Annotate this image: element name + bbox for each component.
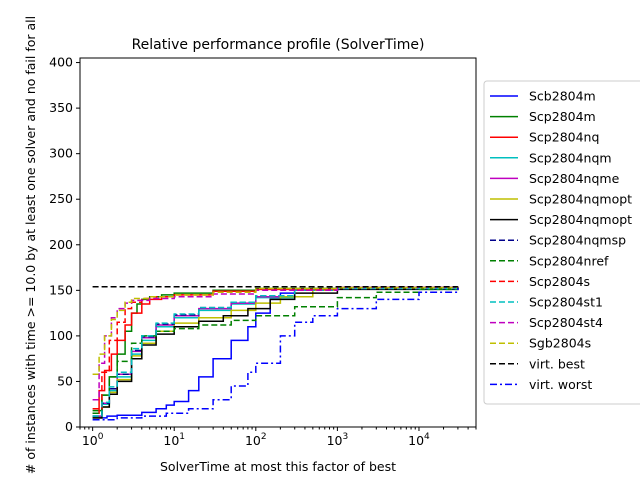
x-tick-label-0: 100 [82, 432, 104, 448]
legend-label-13: virt. best [529, 356, 585, 371]
y-tick-label-4: 200 [49, 237, 73, 252]
x-tick-label-4: 104 [408, 432, 430, 448]
y-tick-label-3: 150 [49, 282, 73, 297]
legend-label-9: Scp2804s [529, 274, 590, 289]
y-tick-label-2: 100 [49, 328, 73, 343]
legend-label-6: Scp2804nqmopt [529, 212, 632, 227]
legend-label-3: Scp2804nqm [529, 150, 612, 165]
series-line-8 [92, 286, 459, 415]
series-line-6 [92, 286, 459, 419]
legend-label-1: Scp2804m [529, 109, 596, 124]
chart-title: Relative performance profile (SolverTime… [132, 37, 425, 53]
legend-box [483, 80, 640, 405]
legend-label-4: Scp2804nqme [529, 171, 620, 186]
x-tick-label-3: 103 [327, 432, 349, 448]
x-axis-label: SolverTime at most this factor of best [160, 459, 396, 474]
legend-label-5: Scp2804nqmopt [529, 192, 632, 207]
y-tick-label-0: 0 [65, 419, 73, 434]
axes-frame [79, 57, 477, 428]
legend-label-10: Scp2804st1 [529, 295, 603, 310]
y-tick-label-1: 50 [57, 373, 73, 388]
y-tick-label-5: 250 [49, 191, 73, 206]
series-line-2 [92, 286, 459, 415]
series-line-5 [92, 286, 459, 419]
series-line-12 [92, 286, 459, 375]
y-axis-label: # of instances with time >= 10.0 by at l… [23, 16, 38, 474]
y-tick-label-6: 300 [49, 146, 73, 161]
series-line-14 [92, 287, 459, 421]
series-line-0 [92, 286, 459, 419]
legend: Scb2804m Scp2804m Scp2804nq Scp2804nqm Scp28… [483, 80, 640, 405]
series-line-7 [92, 286, 459, 417]
y-tick-label-7: 350 [49, 100, 73, 115]
legend-label-8: Scp2804nref [529, 253, 609, 268]
legend-label-12: Sgb2804s [529, 336, 591, 351]
x-tick-label-1: 101 [163, 432, 185, 448]
x-tick-label-2: 102 [245, 432, 267, 448]
legend-label-2: Scp2804nq [529, 130, 599, 145]
legend-label-7: Scp2804nqmsp [529, 233, 626, 248]
legend-label-14: virt. worst [529, 377, 592, 392]
series-line-1 [92, 286, 459, 412]
series-line-4 [92, 286, 459, 417]
y-tick-label-8: 400 [49, 55, 73, 70]
series-line-3 [92, 286, 459, 417]
series-line-9 [92, 286, 459, 410]
legend-label-0: Scb2804m [529, 89, 596, 104]
plot-area: 0 50 100 150 200 250 300 350 400 100 101 102 103 104 [49, 55, 477, 448]
series-line-10 [92, 286, 459, 417]
legend-label-11: Scp2804st4 [529, 315, 603, 330]
